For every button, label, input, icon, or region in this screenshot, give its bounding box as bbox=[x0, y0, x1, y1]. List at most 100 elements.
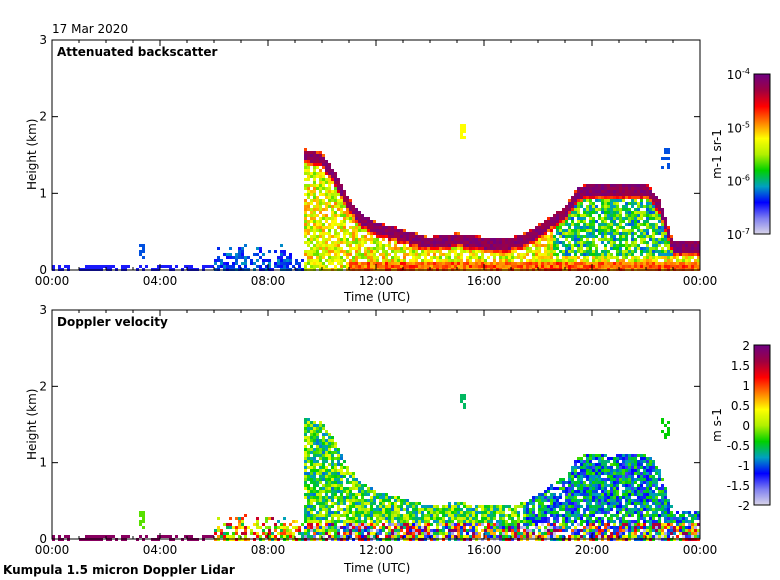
heatmap-cell bbox=[601, 508, 604, 511]
colorbar-step bbox=[754, 200, 770, 202]
heatmap-cell bbox=[439, 532, 442, 535]
heatmap-cell bbox=[415, 238, 418, 241]
heatmap-cell bbox=[511, 508, 514, 511]
heatmap-cell bbox=[400, 520, 403, 523]
heatmap-cell bbox=[328, 484, 331, 487]
heatmap-cell bbox=[310, 505, 313, 508]
heatmap-cell bbox=[517, 238, 520, 241]
heatmap-cell bbox=[436, 259, 439, 262]
heatmap-cell bbox=[340, 457, 343, 460]
heatmap-cell bbox=[598, 520, 601, 523]
heatmap-cell bbox=[322, 256, 325, 259]
backscatter-heatmap bbox=[52, 124, 700, 271]
heatmap-cell bbox=[334, 214, 337, 217]
heatmap-cell bbox=[469, 250, 472, 253]
heatmap-cell bbox=[556, 526, 559, 529]
heatmap-cell bbox=[538, 241, 541, 244]
heatmap-cell bbox=[511, 259, 514, 262]
colorbar-step bbox=[754, 83, 770, 85]
heatmap-cell bbox=[361, 229, 364, 232]
heatmap-cell bbox=[592, 463, 595, 466]
heatmap-cell bbox=[394, 505, 397, 508]
heatmap-cell bbox=[454, 259, 457, 262]
heatmap-cell bbox=[379, 235, 382, 238]
heatmap-cell bbox=[631, 487, 634, 490]
heatmap-cell bbox=[628, 193, 631, 196]
heatmap-cell bbox=[607, 457, 610, 460]
heatmap-cell bbox=[616, 508, 619, 511]
heatmap-cell bbox=[643, 247, 646, 250]
heatmap-cell bbox=[313, 487, 316, 490]
heatmap-cell bbox=[316, 502, 319, 505]
heatmap-cell bbox=[637, 202, 640, 205]
heatmap-cell bbox=[607, 259, 610, 262]
heatmap-cell bbox=[220, 262, 223, 265]
heatmap-cell bbox=[343, 253, 346, 256]
heatmap-cell bbox=[646, 199, 649, 202]
heatmap-cell bbox=[559, 250, 562, 253]
heatmap-cell bbox=[655, 256, 658, 259]
heatmap-cell bbox=[604, 247, 607, 250]
heatmap-cell bbox=[694, 250, 697, 253]
heatmap-cell bbox=[283, 517, 286, 520]
heatmap-cell bbox=[622, 454, 625, 457]
heatmap-cell bbox=[352, 487, 355, 490]
heatmap-cell bbox=[622, 199, 625, 202]
heatmap-cell bbox=[622, 259, 625, 262]
heatmap-cell bbox=[394, 262, 397, 265]
heatmap-cell bbox=[634, 199, 637, 202]
heatmap-cell bbox=[664, 148, 667, 151]
heatmap-cell bbox=[367, 499, 370, 502]
heatmap-cell bbox=[340, 490, 343, 493]
heatmap-cell bbox=[640, 508, 643, 511]
heatmap-cell bbox=[601, 265, 604, 268]
heatmap-cell bbox=[643, 211, 646, 214]
heatmap-cell bbox=[337, 181, 340, 184]
heatmap-cell bbox=[337, 190, 340, 193]
heatmap-cell bbox=[619, 214, 622, 217]
heatmap-cell bbox=[373, 532, 376, 535]
heatmap-cell bbox=[592, 490, 595, 493]
heatmap-cell bbox=[394, 235, 397, 238]
heatmap-cell bbox=[316, 490, 319, 493]
heatmap-cell bbox=[601, 490, 604, 493]
heatmap-cell bbox=[445, 535, 448, 538]
heatmap-cell bbox=[430, 535, 433, 538]
heatmap-cell bbox=[595, 505, 598, 508]
heatmap-cell bbox=[619, 475, 622, 478]
heatmap-cell bbox=[541, 517, 544, 520]
heatmap-cell bbox=[586, 238, 589, 241]
heatmap-cell bbox=[619, 535, 622, 538]
colorbar-step bbox=[754, 165, 770, 167]
heatmap-cell bbox=[640, 184, 643, 187]
heatmap-cell bbox=[631, 535, 634, 538]
heatmap-cell bbox=[613, 493, 616, 496]
heatmap-cell bbox=[244, 514, 247, 517]
heatmap-cell bbox=[487, 244, 490, 247]
heatmap-cell bbox=[550, 487, 553, 490]
heatmap-cell bbox=[664, 250, 667, 253]
heatmap-cell bbox=[433, 253, 436, 256]
heatmap-cell bbox=[643, 184, 646, 187]
heatmap-cell bbox=[328, 490, 331, 493]
heatmap-cell bbox=[340, 535, 343, 538]
colorbar-step bbox=[754, 155, 770, 157]
heatmap-cell bbox=[289, 259, 292, 262]
heatmap-cell bbox=[547, 262, 550, 265]
colorbar-step bbox=[754, 87, 770, 89]
heatmap-cell bbox=[385, 526, 388, 529]
heatmap-cell bbox=[310, 214, 313, 217]
heatmap-cell bbox=[559, 523, 562, 526]
heatmap-cell bbox=[502, 529, 505, 532]
heatmap-cell bbox=[580, 265, 583, 268]
heatmap-cell bbox=[538, 505, 541, 508]
heatmap-cell bbox=[322, 442, 325, 445]
heatmap-cell bbox=[586, 484, 589, 487]
heatmap-cell bbox=[586, 214, 589, 217]
heatmap-cell bbox=[427, 511, 430, 514]
heatmap-cell bbox=[544, 232, 547, 235]
heatmap-cell bbox=[484, 238, 487, 241]
heatmap-cell bbox=[352, 256, 355, 259]
heatmap-cell bbox=[355, 244, 358, 247]
heatmap-cell bbox=[325, 481, 328, 484]
